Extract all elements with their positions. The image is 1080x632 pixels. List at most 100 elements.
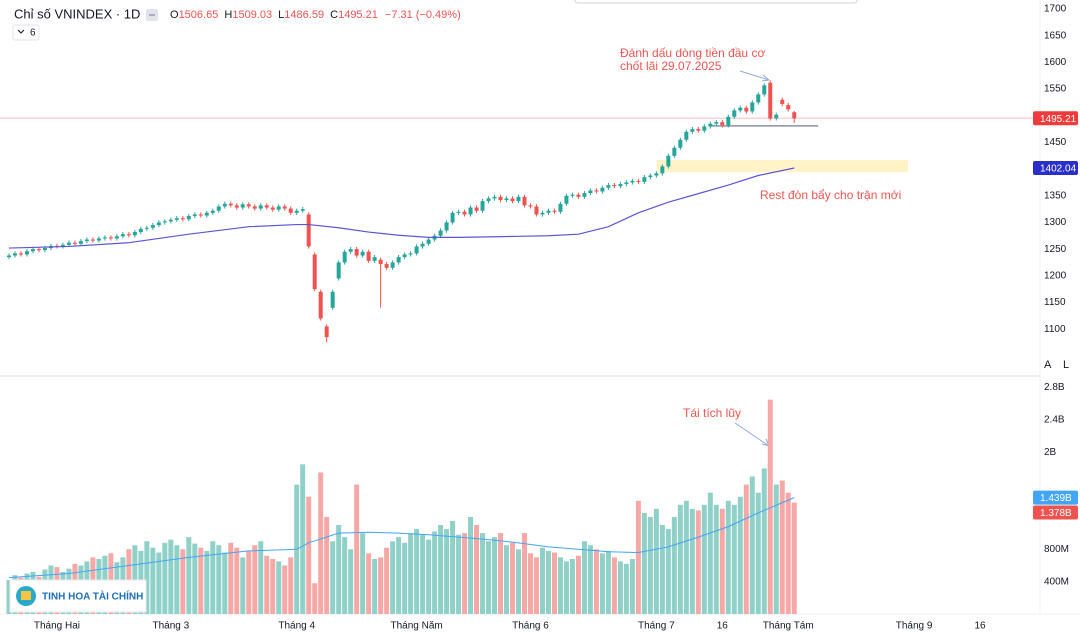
ohlc-value: 1506.65: [179, 9, 219, 21]
volume-bar: [498, 533, 504, 614]
volume-bar: [420, 534, 426, 614]
candle-body: [72, 242, 77, 244]
candle-body: [60, 244, 65, 247]
volume-bar: [557, 557, 563, 614]
volume-bar: [581, 541, 587, 614]
volume-bar: [701, 504, 707, 614]
candle-body: [294, 210, 299, 213]
candle-body: [156, 222, 161, 226]
candle-body: [168, 219, 173, 222]
candle-body: [312, 254, 317, 290]
volume-bar: [521, 533, 527, 614]
volume-bar: [186, 537, 192, 614]
candle-body: [768, 82, 773, 119]
candle-body: [90, 239, 95, 241]
ma-badge-label: 1402.04: [1040, 164, 1077, 175]
candle-body: [174, 218, 179, 220]
x-tick-label: Tháng 4: [278, 621, 315, 632]
candle-body: [456, 211, 461, 213]
candle-body: [342, 251, 347, 263]
volume-bar: [647, 516, 653, 614]
volume-bar: [228, 542, 234, 614]
volume-bar: [641, 512, 647, 614]
volume-bar: [671, 516, 677, 614]
volume-bar: [378, 557, 384, 614]
x-tick-label: Tháng 3: [152, 621, 189, 632]
search-box-edge: [574, 0, 858, 4]
volume-bar: [402, 542, 408, 614]
eye-icon[interactable]: [146, 9, 158, 21]
volume-ma-badge-label: 1.439B: [1040, 493, 1072, 504]
volume-bar: [270, 558, 276, 614]
y-tick-label: 2B: [1044, 447, 1057, 458]
candle-body: [186, 216, 191, 220]
volume-bar: [246, 550, 252, 614]
candle-body: [360, 251, 365, 256]
volume-bar: [653, 508, 659, 614]
y-tick-label: 800M: [1044, 544, 1069, 555]
price-badge: [1033, 111, 1078, 126]
candle-body: [780, 99, 785, 105]
candle-body: [762, 85, 767, 95]
volume-bar: [354, 484, 360, 614]
volume-bar: [318, 472, 324, 614]
candle-body: [114, 236, 119, 239]
y-tick-label: 1600: [1044, 57, 1067, 68]
candle-body: [282, 206, 287, 209]
volume-bar: [456, 534, 462, 614]
volume-bar: [719, 508, 725, 614]
candle-body: [96, 238, 101, 241]
candle-body: [552, 210, 557, 212]
candle-body: [246, 204, 251, 207]
candle-body: [636, 180, 641, 182]
volume-bar: [162, 542, 168, 614]
volume-bar: [372, 558, 378, 614]
indicators-toggle[interactable]: 6: [12, 24, 40, 41]
candle-body: [222, 203, 227, 207]
volume-bar: [276, 561, 282, 614]
candle-body: [426, 239, 431, 244]
volume-bar: [144, 541, 150, 614]
candle-body: [462, 211, 467, 215]
volume-bar: [234, 547, 240, 614]
candle-body: [378, 259, 383, 265]
volume-bar: [527, 553, 533, 614]
candle-body: [210, 210, 215, 213]
volume-bar: [689, 508, 695, 614]
candle-body: [396, 257, 401, 263]
candle-body: [108, 237, 113, 239]
candle-body: [150, 225, 155, 228]
auto-scale-button[interactable]: A: [1044, 359, 1052, 371]
candle-body: [420, 243, 425, 247]
volume-bar: [707, 492, 713, 614]
volume-bar: [156, 552, 162, 614]
y-tick-label: 1250: [1044, 244, 1067, 255]
candle-body: [792, 112, 797, 119]
volume-bar: [737, 496, 743, 614]
candle-body: [408, 253, 413, 255]
volume-bar: [773, 484, 779, 614]
volume-bar: [462, 533, 468, 614]
volume-badge: [1033, 505, 1078, 520]
ohlc-value: 1509.03: [232, 9, 272, 21]
volume-bar: [408, 533, 414, 614]
volume-bar: [677, 504, 683, 614]
volume-bar: [168, 539, 174, 614]
moving-average: [8, 167, 795, 249]
volume-bar: [216, 545, 222, 614]
candle-body: [588, 190, 593, 194]
volume-bar: [300, 464, 306, 614]
candle-body: [270, 207, 275, 210]
candle-body: [468, 207, 473, 215]
volume-bar: [432, 531, 438, 614]
candle-body: [672, 147, 677, 156]
ohlc-value: 1486.59: [284, 9, 324, 21]
candle-body: [66, 242, 71, 245]
log-scale-button[interactable]: L: [1063, 359, 1069, 371]
candle-body: [570, 194, 575, 196]
candle-body: [612, 185, 617, 187]
candle-body: [12, 253, 17, 256]
x-tick-label: 16: [974, 621, 986, 632]
candle-body: [276, 206, 281, 210]
candle-body: [510, 198, 515, 202]
